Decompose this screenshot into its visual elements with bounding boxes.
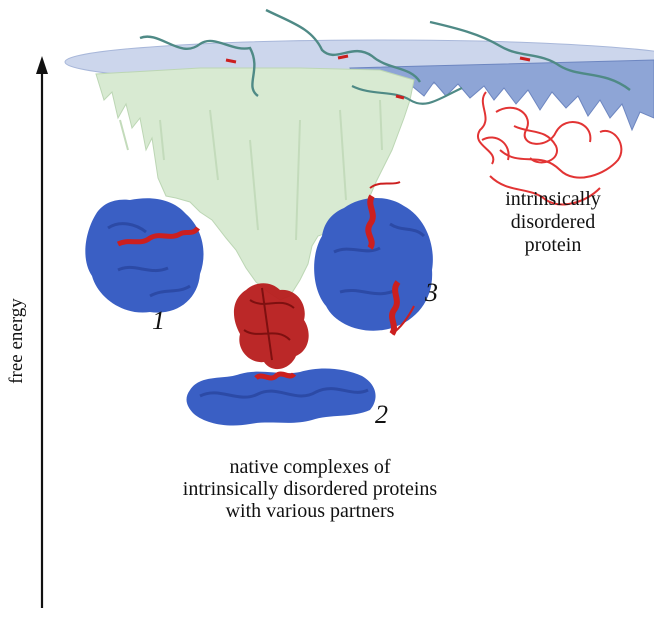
complex-number-3: 3 xyxy=(425,278,438,307)
intrinsically-disordered-protein xyxy=(477,91,623,206)
idp-label-line-3: protein xyxy=(524,234,582,256)
idp-label-line-2: disordered xyxy=(510,211,596,233)
complex-number-2: 2 xyxy=(375,400,388,429)
partner-protein-3 xyxy=(314,197,433,331)
complex-2 xyxy=(186,283,376,426)
complexes-caption: native complexes of intrinsically disord… xyxy=(150,456,470,522)
dna-partner-2 xyxy=(186,368,376,426)
idp-helix-3b xyxy=(389,280,401,336)
partner-protein-1 xyxy=(85,198,204,313)
caption-line-2: intrinsically disordered proteins xyxy=(182,478,438,500)
caption-line-1: native complexes of xyxy=(229,456,391,478)
axis-label: free energy xyxy=(6,298,27,384)
idp-helix-3a xyxy=(365,194,376,250)
funnel-ridges xyxy=(119,99,383,241)
chain-red-segments xyxy=(225,54,531,100)
complex-1 xyxy=(85,198,204,313)
axis-arrowhead xyxy=(36,56,48,74)
idp-helix-2 xyxy=(254,371,297,381)
complex-number-1: 1 xyxy=(152,306,165,335)
unfolded-chain-1 xyxy=(139,35,259,97)
unfolded-chain-3 xyxy=(429,20,631,91)
idp-helix-1 xyxy=(116,226,200,247)
idp-label: intrinsically disordered protein xyxy=(478,188,628,257)
caption-line-3: with various partners xyxy=(225,500,395,522)
unfolded-chain-4 xyxy=(351,85,463,105)
unfolded-chain-2 xyxy=(265,8,422,83)
idp-label-line-1: intrinsically xyxy=(505,188,601,210)
complex-3 xyxy=(314,181,433,336)
